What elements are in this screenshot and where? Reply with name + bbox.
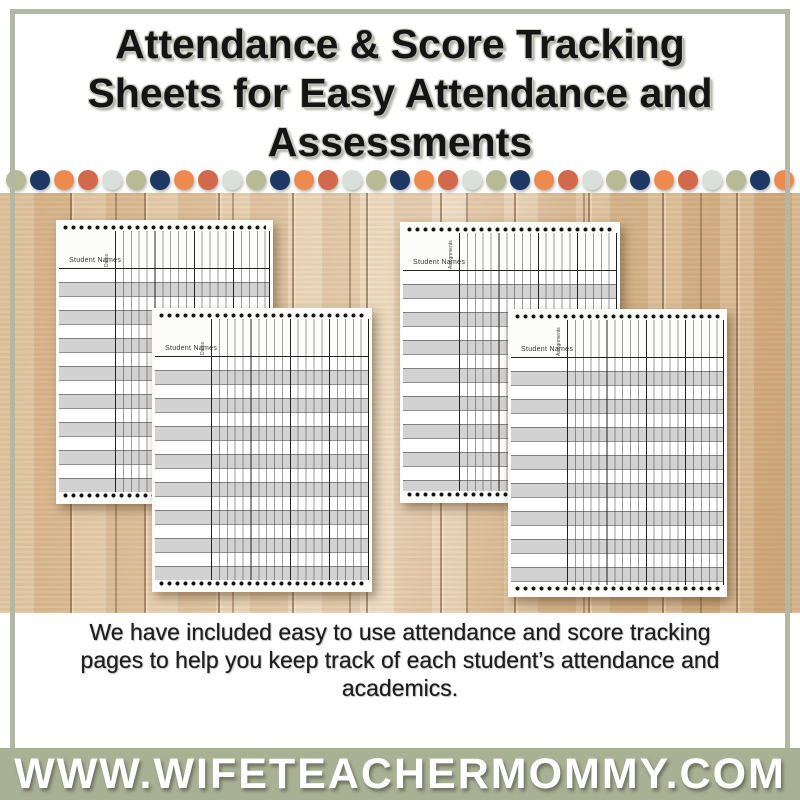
divider-dot: [78, 170, 98, 190]
description-text: We have included easy to use attendance …: [0, 618, 800, 702]
divider-dot: [198, 170, 218, 190]
website-url: WWW.WIFETEACHERMOMMY.COM: [14, 749, 786, 798]
divider-dot: [150, 170, 170, 190]
header-underline: [59, 268, 270, 269]
binding-dots-bottom: [159, 581, 365, 586]
divider-dot: [366, 170, 386, 190]
column-header-label: Assignments: [448, 240, 455, 269]
divider-dot: [126, 170, 146, 190]
description-line: We have included easy to use attendance …: [89, 619, 711, 645]
tracking-sheet: Student Names Assignments: [508, 309, 727, 597]
divider-dot: [654, 170, 674, 190]
student-names-label: Student Names: [69, 257, 122, 264]
column-header-label: Dates: [200, 341, 207, 355]
divider-dot: [174, 170, 194, 190]
divider-dot: [750, 170, 770, 190]
footer-bar: WWW.WIFETEACHERMOMMY.COM: [0, 748, 800, 800]
binding-dots-top: [63, 225, 266, 230]
divider-dot: [726, 170, 746, 190]
divider-dot: [630, 170, 650, 190]
student-names-label: Student Names: [165, 345, 218, 352]
divider-dot: [294, 170, 314, 190]
divider-dot: [702, 170, 722, 190]
divider-dot: [606, 170, 626, 190]
sheet-columns: [211, 319, 369, 580]
divider-dot: [54, 170, 74, 190]
column-header-label: Dates: [103, 253, 110, 267]
page-title: Attendance & Score Tracking Sheets for E…: [0, 20, 800, 167]
divider-dot: [438, 170, 458, 190]
divider-dot: [342, 170, 362, 190]
binding-dots-bottom: [515, 586, 720, 591]
tracking-sheet: Student Names Dates: [152, 308, 372, 592]
divider-dot: [222, 170, 242, 190]
header-underline: [403, 270, 617, 271]
divider-dot: [102, 170, 122, 190]
binding-dots-top: [159, 313, 365, 318]
divider-dot: [30, 170, 50, 190]
student-names-label: Student Names: [521, 346, 574, 353]
divider-dot: [462, 170, 482, 190]
student-names-label: Student Names: [413, 259, 466, 266]
binding-dots-top: [407, 227, 613, 232]
binding-dots-top: [515, 314, 720, 319]
divider-dot: [318, 170, 338, 190]
divider-dot: [558, 170, 578, 190]
divider-dot: [582, 170, 602, 190]
dots-divider: [0, 170, 800, 190]
title-line: Attendance & Score Tracking: [115, 21, 685, 67]
description-line: pages to help you keep track of each stu…: [80, 647, 720, 673]
header-underline: [155, 356, 369, 357]
divider-dot: [246, 170, 266, 190]
title-line: Assessments: [267, 119, 533, 165]
divider-dot: [534, 170, 554, 190]
divider-dot: [6, 170, 26, 190]
title-line: Sheets for Easy Attendance and: [87, 70, 713, 116]
column-header-label: Assignments: [556, 327, 563, 356]
divider-dot: [774, 170, 794, 190]
sheet-columns: [567, 320, 724, 585]
divider-dot: [414, 170, 434, 190]
divider-dot: [486, 170, 506, 190]
divider-dot: [270, 170, 290, 190]
divider-dot: [510, 170, 530, 190]
divider-dot: [678, 170, 698, 190]
header-underline: [511, 357, 724, 358]
divider-dot: [390, 170, 410, 190]
description-line: academics.: [341, 675, 459, 701]
